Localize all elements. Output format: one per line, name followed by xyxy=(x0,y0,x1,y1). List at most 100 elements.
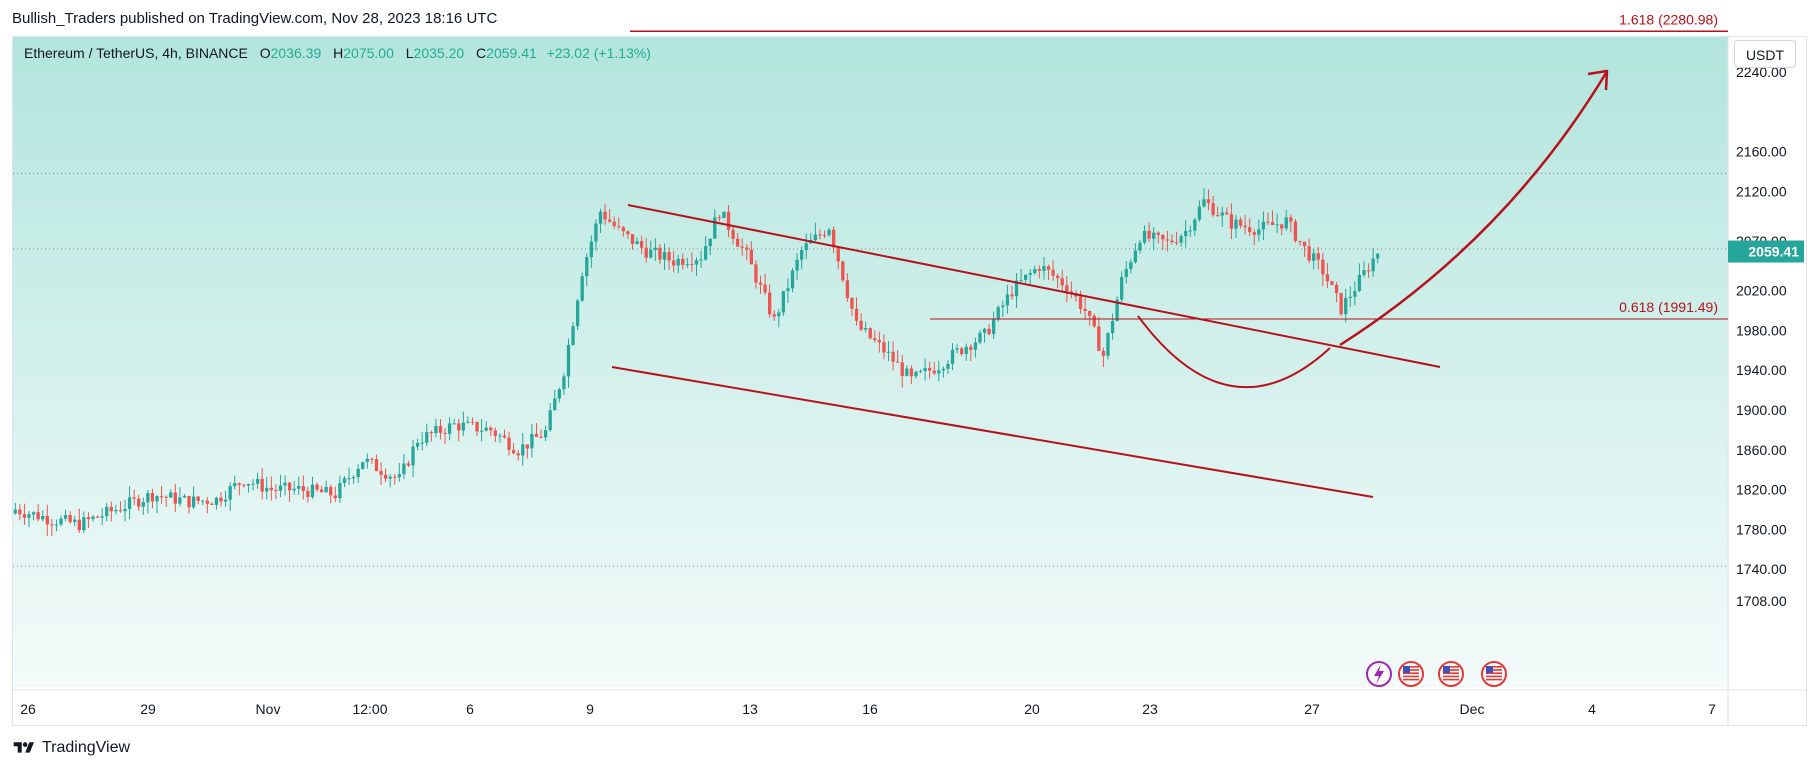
legend-close: 2059.41 xyxy=(486,45,537,61)
candle-body xyxy=(338,483,342,499)
candle xyxy=(603,204,607,225)
candle xyxy=(1024,274,1028,285)
candle xyxy=(1348,286,1352,307)
candle-body xyxy=(1330,281,1334,285)
candle xyxy=(361,461,365,470)
candle-body xyxy=(923,367,927,372)
candle-body xyxy=(534,433,539,437)
x-tick-label: 27 xyxy=(1304,701,1320,717)
candle-body xyxy=(699,259,703,261)
candle-body xyxy=(1197,206,1202,220)
candle xyxy=(251,479,255,491)
candle xyxy=(1261,211,1266,240)
candle xyxy=(1051,260,1055,281)
candle-body xyxy=(397,474,401,478)
candle xyxy=(882,334,886,360)
candle-body xyxy=(41,516,45,520)
candle-body xyxy=(1133,250,1138,263)
x-tick-label: 12:00 xyxy=(352,701,387,717)
candle xyxy=(269,476,273,501)
candle xyxy=(383,468,388,483)
candle-body xyxy=(434,425,438,434)
candle xyxy=(886,341,891,361)
candle-body xyxy=(438,425,443,433)
candle-body xyxy=(708,238,712,247)
candle xyxy=(1376,252,1380,264)
candle xyxy=(54,519,59,532)
candle xyxy=(415,438,420,451)
candle-body xyxy=(511,450,516,454)
candle-body xyxy=(1078,296,1083,309)
candle xyxy=(1120,271,1124,303)
candle xyxy=(297,476,301,495)
candle-body xyxy=(690,264,694,266)
candle xyxy=(159,485,164,504)
candle-body xyxy=(685,264,690,266)
candle xyxy=(1115,296,1119,322)
us-flag-stack-icon xyxy=(1481,661,1507,687)
candle xyxy=(617,217,621,230)
candle-body xyxy=(772,314,776,317)
candle-body xyxy=(237,483,241,485)
candle xyxy=(1289,214,1293,233)
candle xyxy=(557,387,561,403)
candle-body xyxy=(758,282,763,285)
candle xyxy=(553,390,557,411)
candle-body xyxy=(1120,277,1124,300)
y-tick-label: 2120.00 xyxy=(1736,183,1787,199)
candle xyxy=(1156,231,1160,244)
candle-body xyxy=(992,319,996,334)
candle-body xyxy=(18,509,22,515)
legend-open: 2036.39 xyxy=(270,45,322,61)
flag-stripe xyxy=(1403,675,1419,678)
candle xyxy=(1179,233,1183,247)
candle xyxy=(1202,188,1206,208)
x-tick-label: 26 xyxy=(20,701,36,717)
candle xyxy=(319,485,324,493)
candle-body xyxy=(251,483,255,485)
candle xyxy=(292,480,296,496)
candle xyxy=(1270,210,1275,226)
candle xyxy=(150,488,155,509)
candle-body xyxy=(671,260,676,266)
candle-body xyxy=(745,247,749,250)
candle xyxy=(1248,218,1252,237)
legend-high: 2075.00 xyxy=(343,45,394,61)
flag-stripe xyxy=(1486,669,1502,671)
candle-body xyxy=(137,498,141,507)
candle xyxy=(1014,272,1019,308)
candle xyxy=(1033,265,1037,275)
candle-body xyxy=(973,342,978,350)
candle-body xyxy=(1316,253,1320,260)
candle-body xyxy=(868,328,872,339)
candle-body xyxy=(31,512,36,515)
candle xyxy=(1229,203,1234,240)
candle xyxy=(649,240,653,259)
candle-body xyxy=(946,363,950,369)
candle-body xyxy=(891,351,895,362)
candle-body xyxy=(1252,232,1256,235)
candle xyxy=(63,509,68,522)
candle-body xyxy=(201,500,205,502)
candle-body xyxy=(301,486,305,491)
candle-body xyxy=(1334,284,1339,294)
candle xyxy=(22,503,27,525)
candle xyxy=(1362,261,1366,278)
candle-body xyxy=(1065,285,1069,292)
candle-body xyxy=(1037,269,1042,271)
candle xyxy=(653,238,657,261)
candle xyxy=(923,358,927,381)
candle-body xyxy=(461,422,465,431)
candle xyxy=(754,260,758,289)
candle-body xyxy=(118,510,123,512)
candle xyxy=(864,321,868,333)
currency-button[interactable]: USDT xyxy=(1734,40,1796,68)
candle xyxy=(287,481,292,502)
candle-body xyxy=(150,493,155,502)
candle-body xyxy=(489,427,493,431)
candle xyxy=(621,225,625,237)
candle xyxy=(100,508,104,526)
candle-body xyxy=(114,510,118,512)
candle-body xyxy=(502,435,507,438)
